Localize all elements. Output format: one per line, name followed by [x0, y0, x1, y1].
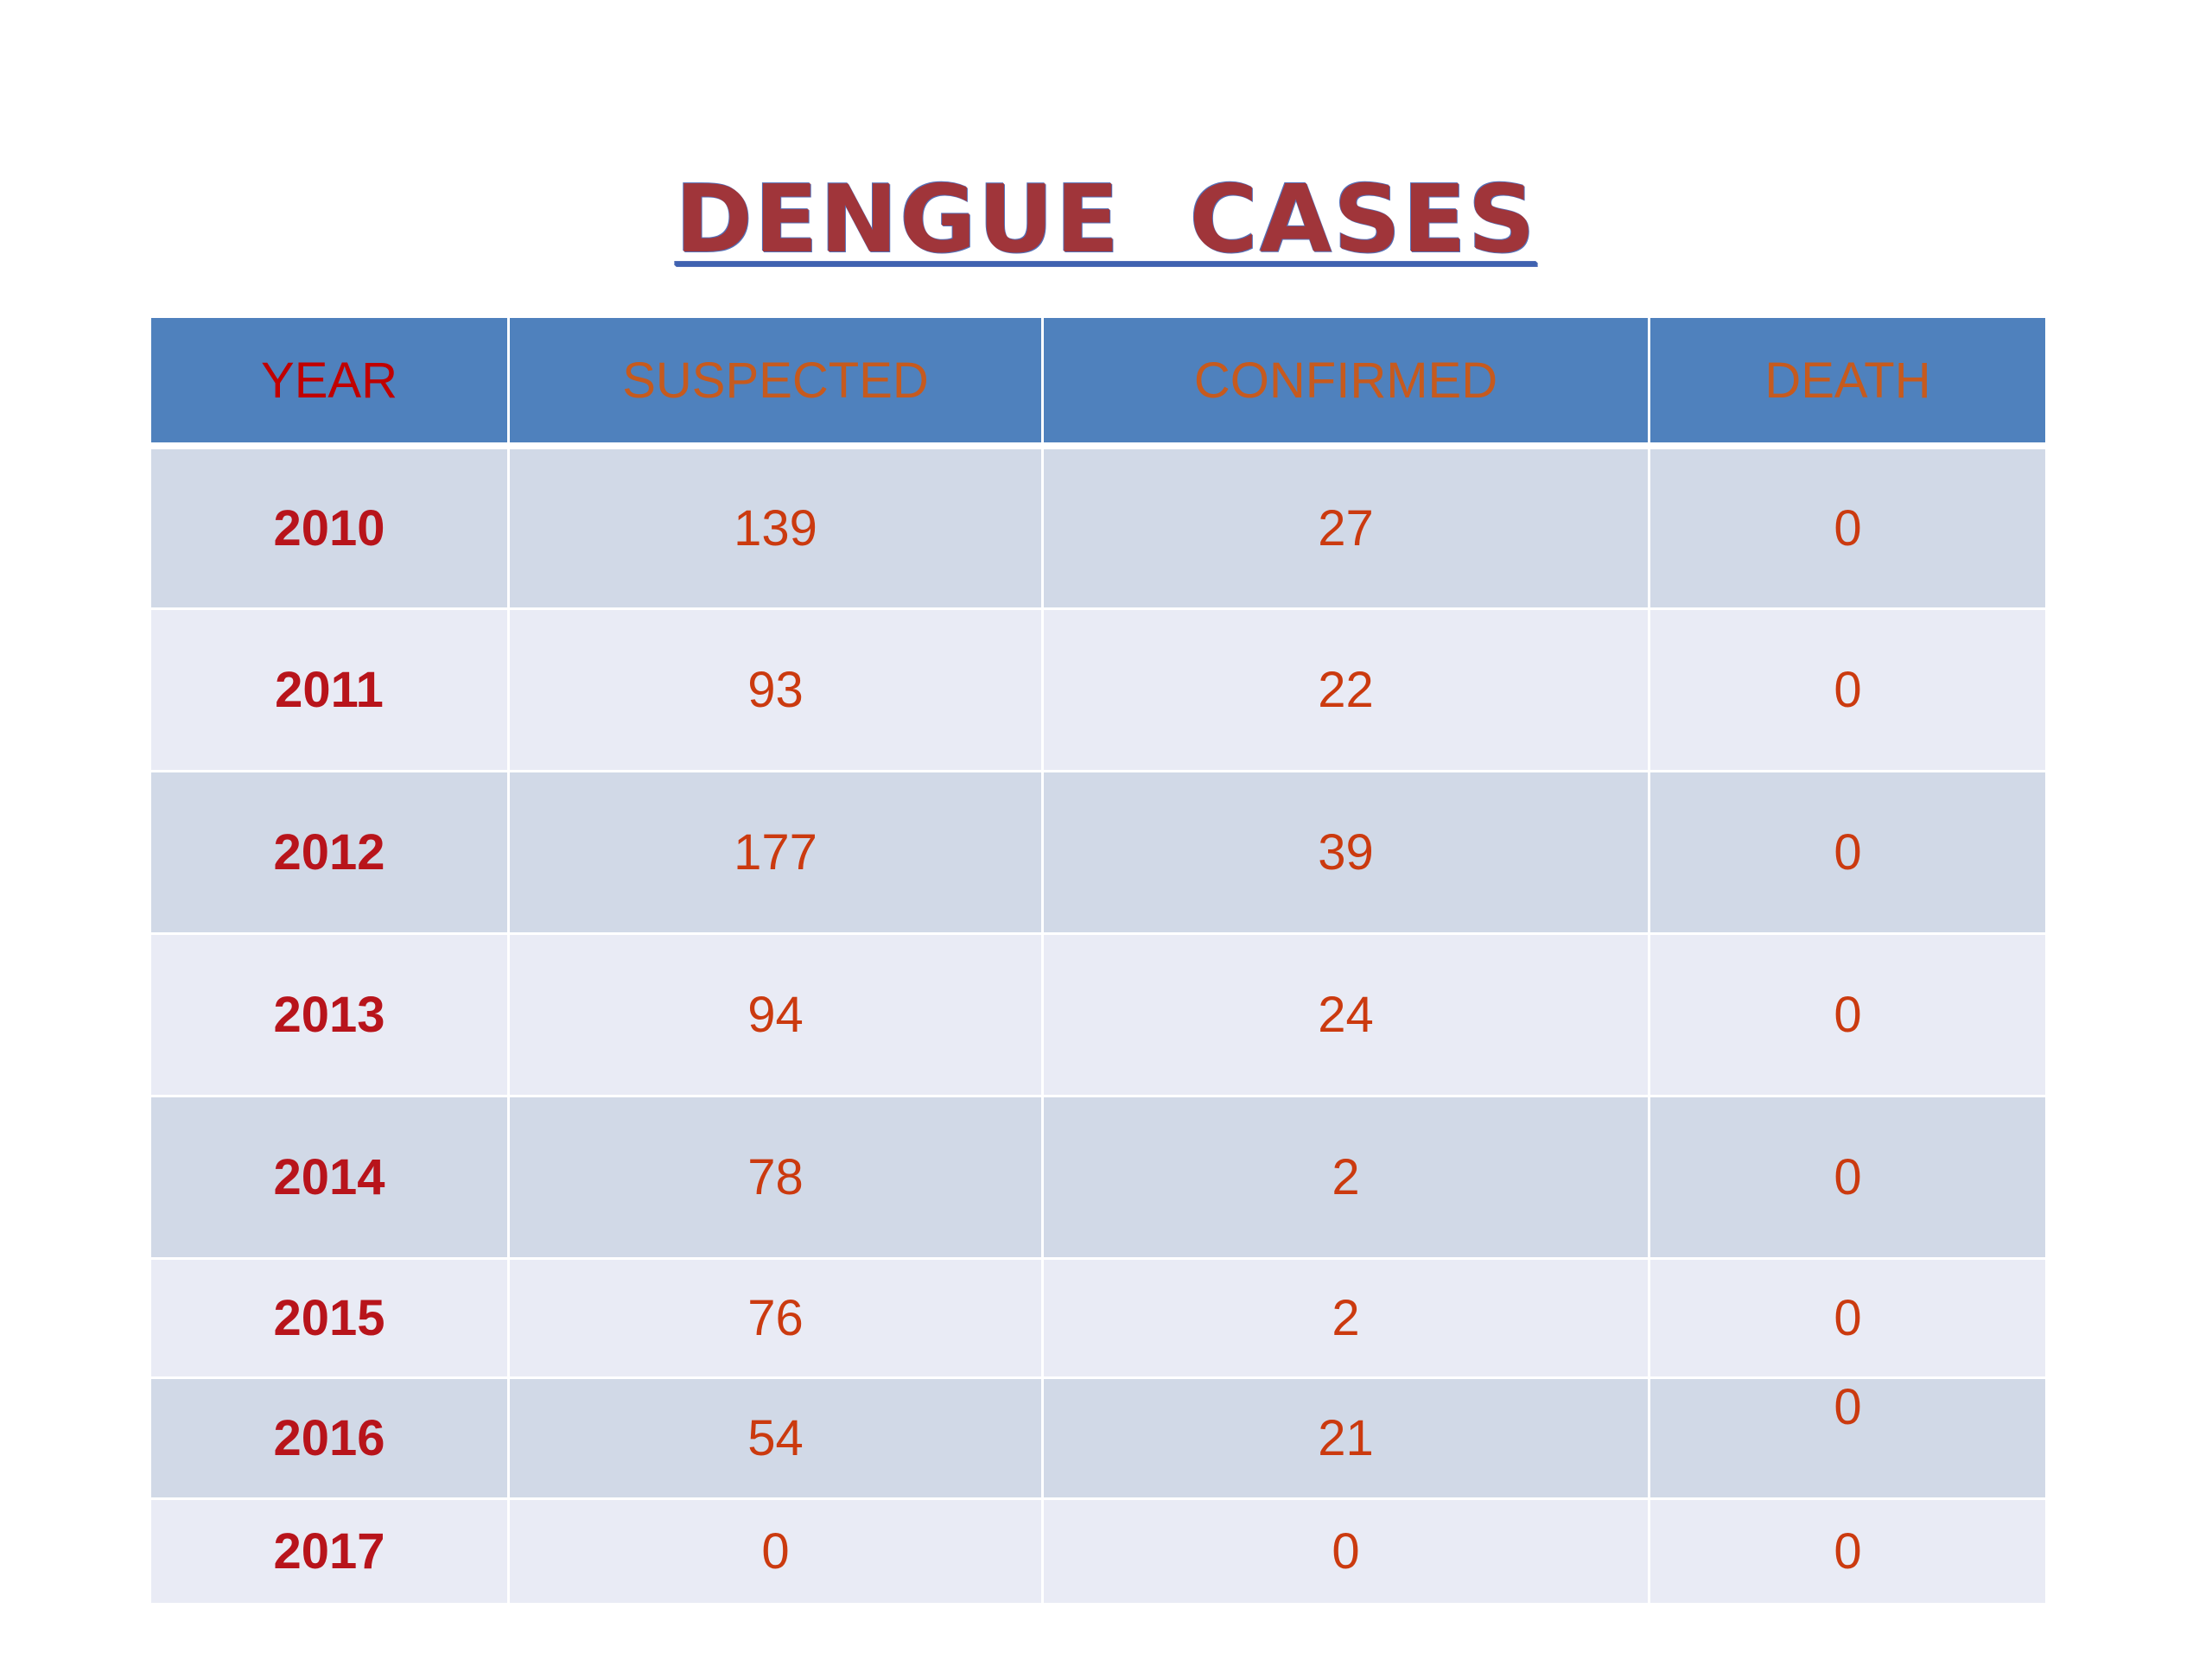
cell-suspected: 94 — [507, 931, 1044, 1097]
cell-suspected: 93 — [507, 607, 1044, 772]
cell-death: 0 — [1648, 1497, 2048, 1605]
cell-death: 0 — [1648, 931, 2048, 1097]
cell-death: 0 — [1648, 444, 2048, 610]
table-row: 2011 93 22 0 — [149, 607, 2048, 772]
cell-death: 0 — [1648, 607, 2048, 772]
cell-year: 2011 — [149, 607, 510, 772]
cell-year: 2017 — [149, 1497, 510, 1605]
cell-year: 2014 — [149, 1094, 510, 1260]
header-death: DEATH — [1648, 315, 2048, 448]
cell-suspected: 177 — [507, 769, 1044, 935]
cell-suspected: 139 — [507, 444, 1044, 610]
cell-confirmed: 27 — [1041, 444, 1650, 610]
header-confirmed: CONFIRMED — [1041, 315, 1650, 448]
cell-suspected: 54 — [507, 1376, 1044, 1500]
table-row: 2010 139 27 0 — [149, 444, 2048, 610]
table-row: 2014 78 2 0 — [149, 1094, 2048, 1260]
cell-suspected: 0 — [507, 1497, 1044, 1605]
cell-death: 0 — [1648, 1376, 2048, 1500]
header-suspected: SUSPECTED — [507, 315, 1044, 448]
cell-confirmed: 21 — [1041, 1376, 1650, 1500]
slide-title: DENGUE CASES — [675, 166, 1537, 274]
cell-year: 2010 — [149, 444, 510, 610]
cell-confirmed: 39 — [1041, 769, 1650, 935]
table-row: 2016 54 21 0 — [149, 1376, 2048, 1500]
cell-suspected: 78 — [507, 1094, 1044, 1260]
cell-death: 0 — [1648, 769, 2048, 935]
cell-suspected: 76 — [507, 1256, 1044, 1379]
cell-confirmed: 2 — [1041, 1256, 1650, 1379]
cell-year: 2016 — [149, 1376, 510, 1500]
table-row: 2015 76 2 0 — [149, 1256, 2048, 1379]
cell-confirmed: 2 — [1041, 1094, 1650, 1260]
cell-year: 2013 — [149, 931, 510, 1097]
table-row: 2012 177 39 0 — [149, 769, 2048, 935]
table-row: 2013 94 24 0 — [149, 931, 2048, 1097]
cell-death-value: 0 — [1834, 1378, 1862, 1435]
table-row: 2017 0 0 0 — [149, 1497, 2048, 1605]
cell-year: 2012 — [149, 769, 510, 935]
dengue-cases-table: YEAR SUSPECTED CONFIRMED DEATH 2010 139 … — [149, 315, 2048, 1605]
cell-confirmed: 22 — [1041, 607, 1650, 772]
cell-year: 2015 — [149, 1256, 510, 1379]
cell-death: 0 — [1648, 1256, 2048, 1379]
header-year: YEAR — [149, 315, 510, 448]
cell-confirmed: 0 — [1041, 1497, 1650, 1605]
cell-confirmed: 24 — [1041, 931, 1650, 1097]
table-header-row: YEAR SUSPECTED CONFIRMED DEATH — [149, 315, 2048, 448]
cell-death: 0 — [1648, 1094, 2048, 1260]
